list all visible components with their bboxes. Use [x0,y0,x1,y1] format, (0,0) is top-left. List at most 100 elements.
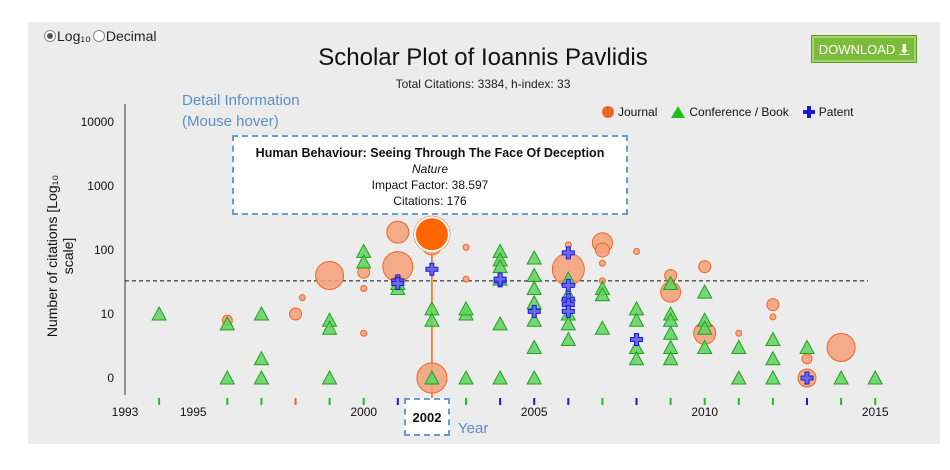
conference-point [662,325,679,340]
y-tick-label: 10000 [81,115,115,129]
conference-point [628,312,645,327]
x-tick-label: 2005 [521,405,548,419]
journal-point [386,220,410,244]
x-tick-label: 2000 [350,405,377,419]
patent-point [561,304,575,318]
patent-point [561,246,575,260]
chart-title: Scholar Plot of Ioannis Pavlidis [318,44,648,71]
patent-point [493,272,507,286]
conference-point [526,267,543,282]
journal-point [633,247,640,255]
conference-point [526,312,543,327]
conference-point [253,369,270,385]
conference-point [526,280,543,296]
conference-point [765,331,781,346]
decimal-radio[interactable] [92,30,105,42]
legend-patent[interactable]: Patent [802,105,853,119]
conference-point [253,305,270,321]
journal-point [769,313,777,321]
legend-conference[interactable]: Conference / Book [671,105,789,119]
journal-point [289,307,302,321]
legend-journal-label: Journal [618,105,658,119]
y-tick-label: 0 [107,371,114,385]
conference-point [662,350,679,366]
conference-point [765,369,781,385]
x-tick-label: 2010 [691,405,718,419]
journal-legend-icon [602,106,614,118]
chart-subtitle: Total Citations: 3384, h-index: 33 [395,77,571,91]
conference-point [424,312,440,327]
patent-point [800,371,814,385]
conference-point [151,305,167,321]
download-button[interactable]: DOWNLOAD ⬇ [811,35,917,63]
journal-point [698,260,712,274]
tooltip-title: Human Behaviour: Seeing Through The Face… [255,146,605,160]
conference-point [696,284,713,299]
conference-point [560,331,577,346]
conference-point [219,369,236,385]
y-tick-label: 10 [101,307,115,321]
log-radio[interactable] [44,30,56,42]
decimal-option-label: Decimal [105,28,157,44]
patent-point [630,332,643,346]
conference-point [594,320,611,335]
tooltip-impact: Impact Factor: 38.597 [371,178,489,192]
patent-point [561,278,575,292]
journal-point [826,332,856,362]
detail-tooltip: Human Behaviour: Seeing Through The Face… [232,135,628,215]
journal-point [315,260,345,290]
conference-point [730,369,747,385]
conference-point [560,315,577,331]
conference-point [458,300,474,316]
conference-point [355,253,372,269]
conference-point [321,320,338,335]
patent-point [391,276,405,290]
journal-point [298,294,306,302]
journal-point [735,329,743,337]
y-axis-label: Number of citations [Log₁₀ scale] [44,174,76,338]
journal-point [462,243,470,251]
hover-year-box: 2002 [404,398,450,436]
journal-point [594,242,610,258]
detail-annotation: Detail Information (Mouse hover) [182,92,300,130]
conference-point [594,286,611,302]
conference-point [765,350,781,366]
conference-point [867,369,884,385]
conference-point [526,369,543,385]
legend-journal[interactable]: Journal [602,105,657,119]
download-label: DOWNLOAD [818,41,896,57]
download-icon: ⬇ [899,42,910,56]
conference-point [492,369,508,385]
x-tick-label: 1995 [180,405,207,419]
tooltip-citations: Citations: 176 [393,194,467,208]
patent-legend-icon [802,106,815,118]
patent-point [527,304,541,318]
journal-point [360,285,368,293]
x-tick-label: 2015 [862,405,889,419]
log-option[interactable]: Log₁₀ [44,28,91,44]
conference-point [833,369,849,385]
journal-point [766,298,780,312]
scale-toggle: Log₁₀ Decimal [44,28,156,44]
x-tick-label: 1993 [112,405,139,419]
conference-point [526,339,543,354]
journal-point [598,259,606,267]
decimal-option[interactable]: Decimal [92,28,157,44]
chart-panel [28,22,940,444]
legend: Journal Conference / Book Patent [602,105,853,119]
journal-point [462,275,470,283]
conference-point [492,315,508,331]
conference-point [628,350,645,366]
conference-point [696,320,713,335]
highlighted-point [413,216,450,253]
log-option-label: Log₁₀ [57,28,91,44]
conference-legend-icon [671,106,686,118]
y-tick-label: 1000 [87,179,114,193]
conference-point [253,350,270,366]
tooltip-journal: Nature [411,162,449,176]
conference-point [424,369,440,385]
patent-point [425,262,439,276]
conference-point [321,369,338,385]
year-annotation: Year [458,420,489,437]
